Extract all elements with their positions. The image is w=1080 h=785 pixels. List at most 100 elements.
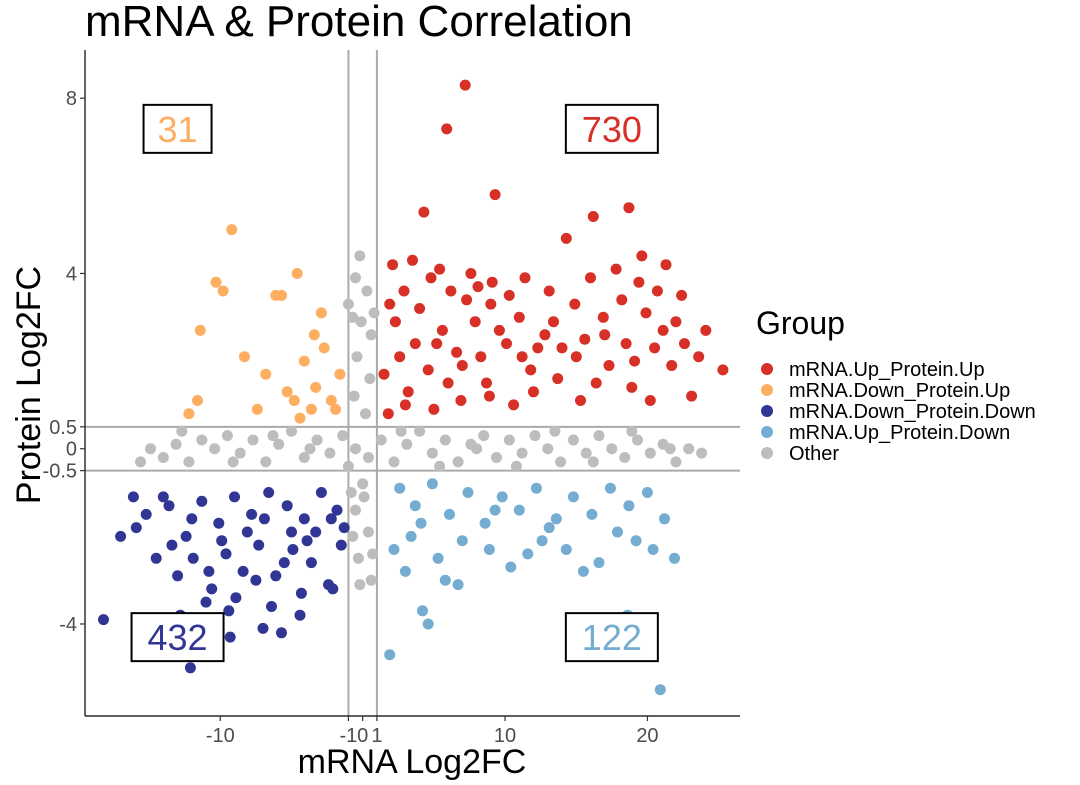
point-mrna-down-protein-up-10 (260, 368, 272, 380)
point-mrna-down-protein-down-53 (223, 605, 235, 617)
point-mrna-up-protein-down-27 (505, 561, 517, 573)
point-other-48 (304, 443, 316, 455)
point-other-19 (388, 456, 400, 468)
point-other-36 (606, 443, 618, 455)
point-mrna-up-protein-down-16 (567, 491, 579, 503)
point-mrna-up-protein-up-80 (483, 390, 495, 402)
x-tick-label-0: -10 (206, 725, 235, 747)
point-other-65 (348, 390, 360, 402)
point-other-43 (696, 447, 708, 459)
point-other-23 (439, 434, 451, 446)
point-mrna-up-protein-up-68 (472, 281, 484, 293)
point-mrna-up-protein-up-70 (528, 386, 539, 398)
point-mrna-down-protein-down-34 (230, 592, 242, 604)
point-mrna-up-protein-down-11 (479, 517, 491, 529)
point-other-42 (683, 443, 695, 455)
point-mrna-up-protein-up-62 (629, 355, 641, 367)
point-mrna-down-protein-down-7 (140, 508, 152, 520)
point-mrna-down-protein-down-19 (115, 530, 127, 542)
points-layer (98, 79, 729, 696)
point-mrna-up-protein-up-7 (387, 259, 399, 271)
point-mrna-down-protein-up-11 (281, 386, 293, 398)
legend-label-3: mRNA.Up_Protein.Down (789, 422, 1010, 444)
point-mrna-down-protein-up-9 (192, 395, 203, 406)
legend-title: Group (756, 305, 845, 341)
point-other-3 (183, 456, 195, 468)
point-mrna-up-protein-up-1 (441, 123, 453, 135)
point-mrna-up-protein-down-38 (415, 517, 427, 529)
point-mrna-down-protein-down-45 (310, 526, 322, 538)
point-mrna-up-protein-up-82 (575, 395, 586, 406)
point-mrna-up-protein-up-39 (493, 324, 505, 336)
point-mrna-down-protein-down-31 (335, 539, 347, 551)
point-mrna-up-protein-up-56 (485, 298, 497, 310)
point-mrna-up-protein-up-26 (570, 351, 582, 363)
point-mrna-down-protein-up-22 (288, 395, 300, 406)
point-mrna-up-protein-up-69 (503, 289, 515, 301)
point-mrna-down-protein-down-3 (257, 622, 269, 634)
point-mrna-up-protein-down-19 (623, 500, 635, 512)
point-mrna-up-protein-up-11 (486, 276, 498, 288)
point-mrna-down-protein-down-18 (331, 504, 343, 516)
point-mrna-up-protein-up-77 (399, 399, 411, 411)
point-mrna-up-protein-up-43 (597, 311, 609, 323)
point-mrna-down-protein-down-39 (157, 491, 169, 503)
y-tick-label-0: -4 (59, 614, 77, 636)
point-mrna-up-protein-down-32 (669, 552, 680, 564)
point-other-13 (311, 434, 323, 446)
point-mrna-down-protein-down-35 (266, 601, 277, 612)
point-mrna-down-protein-down-25 (237, 565, 249, 577)
point-mrna-down-protein-down-15 (281, 500, 293, 512)
point-other-9 (260, 456, 272, 468)
point-mrna-down-protein-up-19 (334, 368, 346, 380)
point-mrna-down-protein-up-17 (294, 412, 306, 424)
point-mrna-up-protein-up-52 (436, 324, 448, 336)
point-other-6 (221, 430, 233, 442)
x-axis-ticks: -10 -1 0 1 10 20 (206, 716, 659, 747)
point-other-77 (347, 530, 359, 542)
point-other-11 (286, 425, 297, 437)
point-other-52 (471, 443, 483, 455)
point-other-67 (355, 316, 367, 328)
y-axis-title: Protein Log2FC (10, 266, 48, 504)
point-mrna-down-protein-down-48 (250, 574, 262, 586)
point-other-49 (342, 460, 354, 472)
point-other-47 (267, 430, 279, 442)
point-mrna-down-protein-up-2 (217, 285, 229, 297)
point-mrna-down-protein-up-20 (315, 307, 327, 319)
point-other-53 (510, 460, 522, 472)
legend: Group mRNA.Up_Protein.UpmRNA.Down_Protei… (756, 305, 1036, 465)
point-other-58 (354, 250, 366, 262)
point-other-68 (342, 298, 354, 310)
point-mrna-down-protein-down-47 (203, 565, 215, 577)
point-other-8 (247, 434, 259, 446)
point-other-32 (555, 456, 567, 468)
point-other-14 (324, 447, 336, 459)
point-other-72 (362, 526, 374, 538)
legend-label-2: mRNA.Down_Protein.Down (789, 401, 1036, 423)
point-mrna-up-protein-down-6 (394, 482, 406, 494)
point-mrna-up-protein-up-35 (394, 351, 406, 363)
point-mrna-up-protein-up-45 (640, 307, 652, 319)
point-mrna-down-protein-down-22 (187, 552, 199, 564)
point-mrna-up-protein-down-1 (384, 649, 396, 661)
count-box-3 (564, 612, 659, 663)
point-mrna-down-protein-down-37 (327, 583, 339, 595)
point-mrna-down-protein-down-26 (253, 539, 265, 551)
point-mrna-down-protein-up-13 (310, 381, 322, 393)
point-mrna-up-protein-up-5 (418, 206, 430, 218)
point-other-26 (478, 430, 490, 442)
point-mrna-down-protein-down-40 (186, 513, 198, 525)
point-mrna-up-protein-up-59 (548, 316, 559, 328)
point-mrna-down-protein-up-0 (226, 224, 238, 236)
point-mrna-up-protein-up-10 (465, 268, 477, 279)
point-mrna-up-protein-down-2 (422, 618, 434, 630)
point-other-78 (367, 548, 379, 560)
point-mrna-up-protein-down-25 (456, 535, 468, 547)
point-mrna-down-protein-up-16 (305, 403, 317, 415)
point-mrna-up-protein-down-30 (593, 557, 605, 569)
point-other-31 (542, 443, 554, 455)
point-mrna-up-protein-up-6 (560, 232, 572, 244)
point-mrna-down-protein-down-42 (241, 526, 253, 538)
point-other-66 (360, 408, 371, 420)
